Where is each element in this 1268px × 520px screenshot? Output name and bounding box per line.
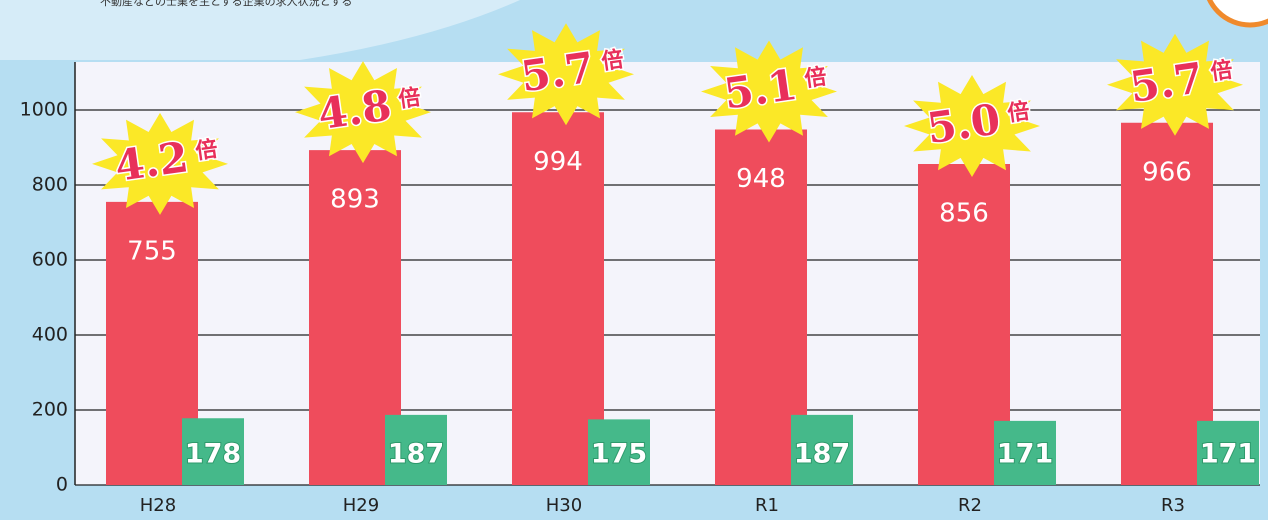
data-label: 994 xyxy=(533,147,583,177)
chart: 不動産などの士業を主とする企業の求人状況とする 0 200 400 600 800 100… xyxy=(0,0,1268,520)
data-label: 948 xyxy=(736,164,786,194)
data-label: 893 xyxy=(330,185,380,215)
ratio-value: 4.8 xyxy=(315,80,394,139)
x-tick-label: H29 xyxy=(343,495,379,516)
ratio-value: 5.7 xyxy=(518,43,597,102)
plot-area xyxy=(75,62,1260,485)
y-tick-label: 1000 xyxy=(20,99,68,121)
x-tick-label: R1 xyxy=(755,495,779,516)
ratio-value: 5.7 xyxy=(1127,53,1206,112)
data-label: 171 xyxy=(1200,439,1256,470)
x-tick-label: H30 xyxy=(546,495,582,516)
ratio-unit: 倍 xyxy=(803,63,828,92)
y-tick-label: 400 xyxy=(32,324,68,346)
data-label: 178 xyxy=(185,439,241,470)
data-label: 175 xyxy=(591,439,647,470)
ratio-unit: 倍 xyxy=(194,136,219,165)
data-label: 755 xyxy=(127,236,177,266)
ratio-unit: 倍 xyxy=(600,46,625,75)
x-tick-label: R2 xyxy=(958,495,982,516)
subtitle: 不動産などの士業を主とする企業の求人状況とする xyxy=(100,0,352,8)
y-tick-label: 0 xyxy=(56,474,68,496)
x-tick-label: H28 xyxy=(140,495,176,516)
data-label: 187 xyxy=(794,439,850,470)
ratio-unit: 倍 xyxy=(1006,98,1031,127)
ratio-value: 5.0 xyxy=(924,94,1003,153)
data-label: 187 xyxy=(388,439,444,470)
data-label: 171 xyxy=(997,439,1053,470)
ratio-unit: 倍 xyxy=(397,84,422,113)
ratio-value: 5.1 xyxy=(721,60,800,119)
y-tick-label: 800 xyxy=(32,174,68,196)
data-label: 966 xyxy=(1142,157,1192,187)
y-tick-label: 200 xyxy=(32,399,68,421)
y-tick-label: 600 xyxy=(32,249,68,271)
x-tick-label: R3 xyxy=(1161,495,1185,516)
ratio-unit: 倍 xyxy=(1209,57,1234,86)
ratio-value: 4.2 xyxy=(112,132,191,191)
data-label: 856 xyxy=(939,199,989,229)
